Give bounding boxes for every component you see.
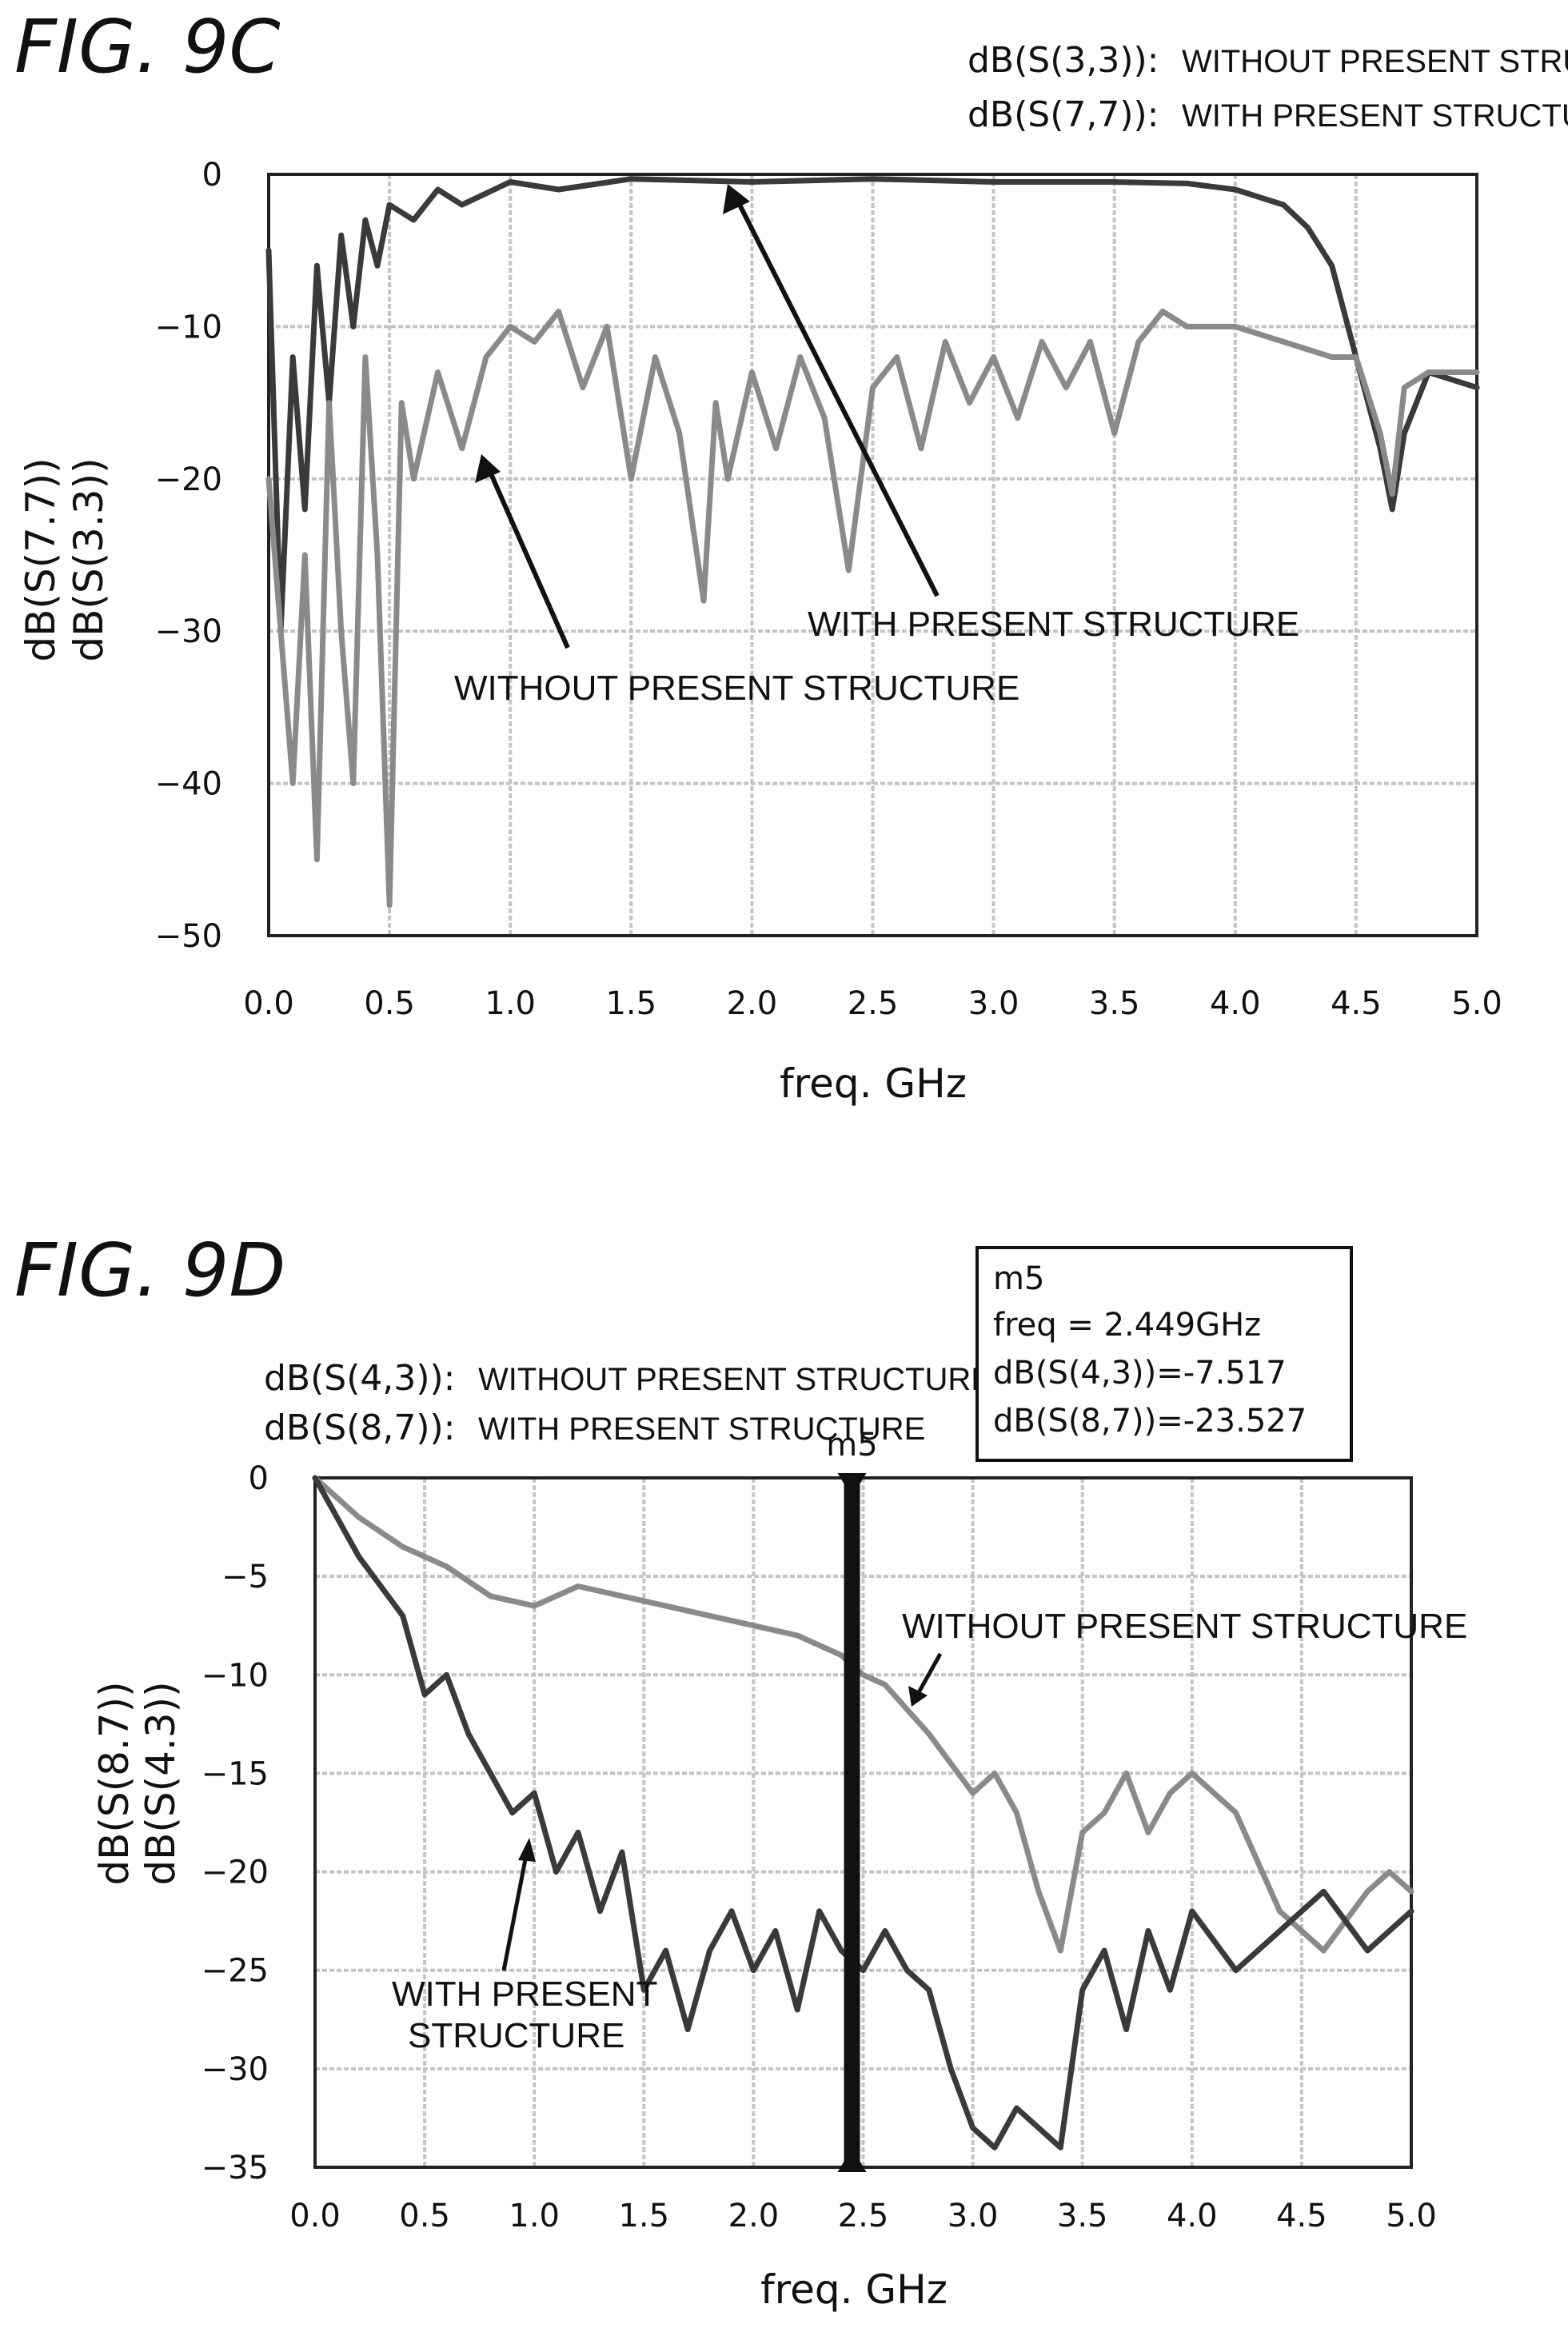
annotation-without-structure-9d: WITHOUT PRESENT STRUCTURE — [902, 1607, 1467, 1646]
marker-m5: m5 — [826, 1427, 878, 2172]
x-tick-label: 1.5 — [618, 2198, 669, 2234]
legend-desc-s87: WITH PRESENT STRUCTURE — [478, 1412, 925, 1447]
x-tick-label: 4.0 — [1210, 985, 1261, 1022]
y-tick-label: −20 — [201, 1855, 269, 1891]
arrowhead-with-structure-9d — [518, 1838, 536, 1862]
annotation-with-structure-9d-line1: WITH PRESENT — [392, 1975, 657, 2014]
x-tick-label: 4.5 — [1331, 985, 1382, 1022]
marker-readout-s43: dB(S(4,3))=-7.517 — [993, 1355, 1287, 1392]
y-tick-label: −35 — [201, 2150, 269, 2186]
arrowhead-without-structure-9c — [475, 454, 501, 483]
fig-label-9d: FIG. 9D — [14, 1228, 285, 1313]
y-tick-label: 0 — [249, 1460, 269, 1497]
series-line-0 — [312, 1475, 1414, 1954]
y-tick-labels-9d: 0 −5 −10 −15 −20 −25 −30 −35 — [201, 1460, 269, 2186]
arrow-with-structure-9d — [501, 1855, 529, 1971]
y-tick-label: −10 — [155, 309, 222, 345]
y-tick-label: −50 — [155, 918, 222, 955]
arrowhead-without-structure-9d — [908, 1686, 928, 1707]
grid-lines-9c — [267, 173, 1478, 937]
marker-readout-box — [976, 1246, 1353, 1462]
x-tick-label: 0.0 — [243, 985, 294, 1022]
x-tick-label: 2.0 — [728, 2198, 780, 2234]
x-tick-label: 3.5 — [1057, 2198, 1108, 2234]
arrow-without-structure-9c — [487, 469, 570, 649]
y-tick-label: −40 — [155, 766, 222, 803]
x-tick-label: 5.0 — [1451, 985, 1502, 1022]
x-tick-labels-9d: 0.0 0.5 1.0 1.5 2.0 2.5 3.0 3.5 4.0 4.5 5.0 — [289, 2198, 1437, 2234]
chart-fig-9d: FIG. 9D dB(S(4,3)): WITHOUT PRESENT STRU… — [14, 1228, 1467, 2313]
x-tick-label: 0.5 — [399, 2198, 450, 2234]
x-tick-label: 4.5 — [1276, 2198, 1327, 2234]
x-tick-label: 3.5 — [1089, 985, 1140, 1022]
x-tick-label: 1.0 — [509, 2198, 560, 2234]
marker-top-triangle — [837, 1473, 867, 1497]
legend-desc-s33: WITHOUT PRESENT STRUCTURE — [1182, 44, 1568, 79]
x-tick-label: 2.5 — [838, 2198, 889, 2234]
x-axis-title-9d: freq. GHz — [760, 2266, 948, 2313]
arrowhead-with-structure-9c — [723, 184, 750, 214]
series-line-1 — [312, 1475, 1414, 2150]
x-tick-label: 4.0 — [1167, 2198, 1218, 2234]
y-tick-label: −10 — [201, 1657, 269, 1694]
y-tick-label: −30 — [155, 613, 222, 650]
y-tick-label: −30 — [201, 2051, 269, 2088]
series-group-9d — [312, 1475, 1414, 2150]
fig-label-9c: FIG. 9C — [14, 4, 281, 90]
series-line-1 — [265, 308, 1480, 908]
x-tick-label: 0.0 — [289, 2198, 341, 2234]
legend-key-s43: dB(S(4,3)): — [264, 1358, 456, 1399]
marker-bottom-triangle — [837, 2148, 867, 2172]
y-tick-label: −20 — [155, 461, 222, 498]
x-tick-label: 0.5 — [364, 985, 415, 1022]
x-tick-label: 1.0 — [485, 985, 536, 1022]
legend-desc-s77: WITH PRESENT STRUCTURE — [1182, 98, 1568, 134]
y-tick-labels-9c: 0 −10 −20 −30 −40 −50 — [155, 157, 222, 955]
y-tick-label: −5 — [221, 1559, 269, 1595]
annotation-with-structure-9c: WITH PRESENT STRUCTURE — [808, 605, 1299, 644]
marker-readout-name: m5 — [993, 1260, 1044, 1297]
annotation-with-structure-9d-line2: STRUCTURE — [408, 2016, 624, 2055]
y-tick-label: −25 — [201, 1953, 269, 1990]
grid-lines-9d — [313, 1476, 1413, 2169]
legend-key-s33: dB(S(3,3)): — [968, 40, 1159, 81]
legend-key-s77: dB(S(7,7)): — [968, 94, 1159, 135]
legend-desc-s43: WITHOUT PRESENT STRUCTURE — [478, 1362, 992, 1397]
x-tick-label: 5.0 — [1386, 2198, 1437, 2234]
x-tick-label: 3.0 — [968, 985, 1019, 1022]
y-tick-label: 0 — [202, 157, 222, 194]
arrow-without-structure-9d — [916, 1652, 943, 1695]
x-tick-label: 2.5 — [848, 985, 899, 1022]
y-axis-title-line1-9c: dB(S(7.7)) — [18, 457, 64, 661]
arrow-with-structure-9c — [735, 198, 940, 597]
annotation-without-structure-9c: WITHOUT PRESENT STRUCTURE — [454, 669, 1019, 708]
chart-fig-9c: FIG. 9C dB(S(3,3)): WITHOUT PRESENT STRU… — [14, 4, 1568, 1107]
y-axis-title-line1-9d: dB(S(8.7)) — [91, 1681, 138, 1885]
series-group-9c — [265, 176, 1480, 908]
y-axis-title-line2-9d: dB(S(4.3)) — [138, 1681, 184, 1885]
x-tick-label: 3.0 — [948, 2198, 999, 2234]
x-tick-labels-9c: 0.0 0.5 1.0 1.5 2.0 2.5 3.0 3.5 4.0 4.5 5.0 — [243, 985, 1502, 1022]
marker-label: m5 — [826, 1427, 877, 1463]
marker-readout-s87: dB(S(8,7))=-23.527 — [993, 1403, 1307, 1440]
y-tick-label: −15 — [201, 1755, 269, 1792]
series-line-0 — [265, 176, 1480, 634]
marker-readout-freq: freq = 2.449GHz — [993, 1307, 1261, 1344]
y-axis-title-line2-9c: dB(S(3.3)) — [66, 457, 112, 661]
plot-frame-9c — [267, 173, 1478, 937]
x-tick-label: 2.0 — [727, 985, 778, 1022]
x-axis-title-9c: freq. GHz — [780, 1060, 967, 1107]
legend-key-s87: dB(S(8,7)): — [264, 1408, 456, 1448]
x-tick-label: 1.5 — [605, 985, 656, 1022]
